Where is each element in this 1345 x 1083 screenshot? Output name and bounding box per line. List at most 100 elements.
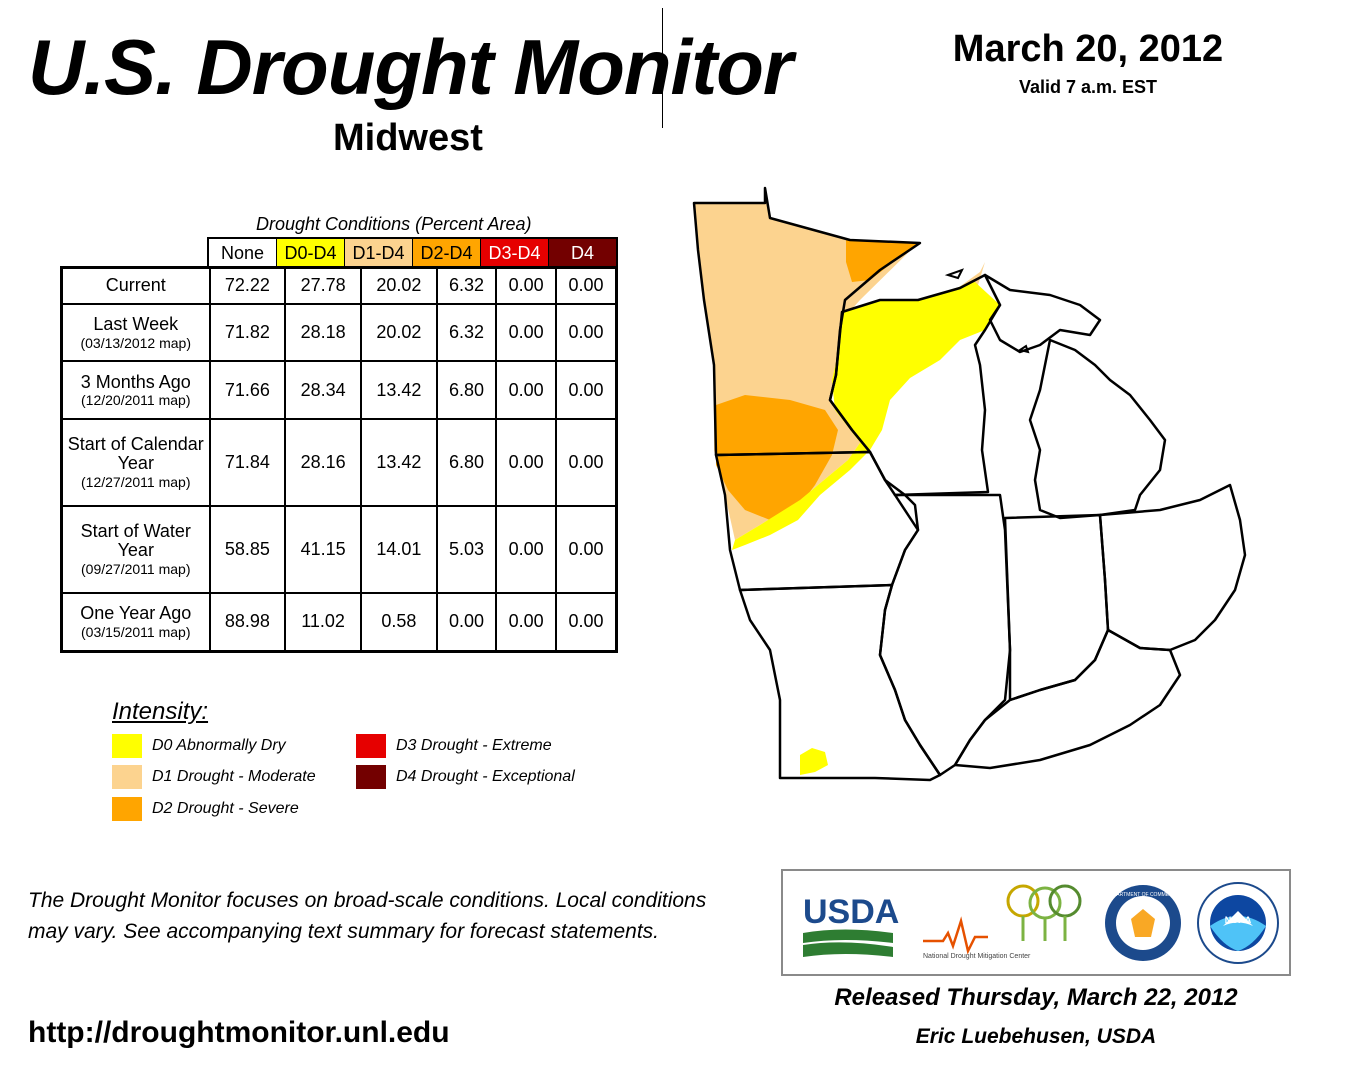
row-label-text: Start of Calendar Year [67,434,204,474]
table-cell: 58.85 [208,505,287,594]
wisconsin-border [828,273,1002,497]
michigan-upper-border [983,273,1102,354]
table-cell: 13.42 [359,360,438,421]
table-cell: 0.00 [435,591,498,653]
row-label: Start of Calendar Year (12/27/2011 map) [60,418,211,508]
missouri-border [738,583,942,782]
row-sublabel: (12/27/2011 map) [81,474,191,491]
state-borders [692,186,1247,782]
table-column-headers: None D0-D4 D1-D4 D2-D4 D3-D4 D4 [207,237,618,267]
legend-title: Intensity: [112,698,209,725]
ndmc-logo: National Drought Mitigation Center [923,884,1082,960]
row-label-text: One Year Ago [80,603,192,624]
noaa-logo-icon: NOAA [1197,882,1279,964]
table-cell: 6.32 [435,302,498,363]
legend-swatch [112,765,142,789]
table-row: Start of Water Year (09/27/2011 map) 58.8… [60,505,618,594]
table-cell: 0.00 [495,266,557,305]
legend-item-d0: D0 Abnormally Dry [112,734,286,758]
noaa-bird-icon [1223,911,1253,926]
table-cell: 6.80 [435,418,498,508]
table-cell: 71.66 [208,360,287,421]
legend-swatch [112,734,142,758]
row-sublabel: (03/15/2011 map) [81,624,191,641]
agency-logos: USDA National Drought Mitigation Center … [781,869,1291,976]
ndmc-logo-text: National Drought Mitigation Center [923,953,1031,960]
row-label: 3 Months Ago (12/20/2011 map) [60,360,211,421]
table-cell: 71.82 [208,302,287,363]
table-cell: 14.01 [359,505,438,594]
table-row: Current 72.22 27.78 20.02 6.32 0.00 0.00 [60,266,618,305]
d0-dry-area [800,748,828,775]
map-author: Eric Luebehusen, USDA [915,1025,1157,1048]
table-cell: 13.42 [359,418,438,508]
usda-logo-text: USDA [803,893,899,931]
legend-item-d4: D4 Drought - Exceptional [356,765,575,789]
legend-label: D1 Drought - Moderate [152,768,316,785]
table-caption: Drought Conditions (Percent Area) [256,214,532,234]
row-label-text: Current [105,275,166,296]
legend-item-d2: D2 Drought - Severe [112,797,299,821]
table-cell: 20.02 [359,266,438,305]
col-header-d2-d4: D2-D4 [413,239,481,267]
michigan-lower-border [1028,338,1167,520]
col-header-d1-d4: D1-D4 [345,239,413,267]
d0-dry-area [832,282,1000,450]
row-label-text: Last Week [93,313,179,334]
table-cell: 0.00 [495,505,557,594]
commerce-seal-icon: DEPARTMENT OF COMMERCE [1105,885,1181,961]
row-label: Start of Water Year (09/27/2011 map) [60,505,211,594]
table-cell: 0.00 [554,505,618,594]
table-cell: 0.00 [554,266,618,305]
d2-severe-area [716,395,838,520]
table-cell: 28.18 [284,302,362,363]
table-cell: 5.03 [435,505,498,594]
table-row: Start of Calendar Year (12/27/2011 map) 7… [60,418,618,508]
table-cell: 28.34 [284,360,362,421]
ndmc-tree-icon [1048,884,1082,918]
isle-royale [944,268,965,280]
row-label: One Year Ago (03/15/2011 map) [60,591,211,653]
map-title: U.S. Drought Monitor [28,23,793,111]
table-cell: 6.32 [435,266,498,305]
col-header-d0-d4: D0-D4 [277,239,345,267]
beaver-island [1017,344,1030,354]
table-cell: 11.02 [284,591,362,653]
legend-swatch [112,797,142,821]
legend-item-d3: D3 Drought - Extreme [356,734,552,758]
header-divider [662,8,663,128]
drought-areas [694,188,1000,775]
valid-time: Valid 7 a.m. EST [1018,77,1158,97]
website-link[interactable]: http://droughtmonitor.unl.edu [28,1016,450,1049]
disclaimer-note: The Drought Monitor focuses on broad-sca… [28,889,707,943]
table-cell: 6.80 [435,360,498,421]
table-row: 3 Months Ago (12/20/2011 map) 71.66 28.34… [60,360,618,421]
row-label-text: 3 Months Ago [80,371,191,392]
ndmc-trunk-icon [1021,916,1067,941]
table-row: One Year Ago (03/15/2011 map) 88.98 11.02… [60,591,618,653]
legend-label: D4 Drought - Exceptional [396,768,575,785]
region-name: Midwest [333,117,483,159]
row-label: Last Week (03/13/2012 map) [60,302,211,363]
table-cell: 72.22 [208,266,287,305]
table-cell: 28.16 [284,418,362,508]
table-cell: 88.98 [208,591,287,653]
table-cell: 0.00 [554,591,618,653]
row-label-text: Start of Water Year [80,521,191,561]
row-sublabel: (12/20/2011 map) [81,392,191,409]
legend-item-d1: D1 Drought - Moderate [112,765,316,789]
row-sublabel: (03/13/2012 map) [80,334,192,351]
indiana-border [1003,513,1110,702]
usda-wave-icon [803,929,893,943]
table-cell: 0.00 [495,360,557,421]
col-header-none: None [209,239,277,267]
illinois-border [878,493,1012,777]
commerce-seal-text: DEPARTMENT OF COMMERCE [1106,892,1180,898]
lake-islands [944,268,1030,354]
table-row: Last Week (03/13/2012 map) 71.82 28.18 20… [60,302,618,363]
table-cell: 71.84 [208,418,287,508]
ndmc-graph-icon [923,916,988,955]
commerce-shield-icon [1131,909,1155,937]
legend-swatch [356,734,386,758]
usda-wave-icon [803,942,893,957]
